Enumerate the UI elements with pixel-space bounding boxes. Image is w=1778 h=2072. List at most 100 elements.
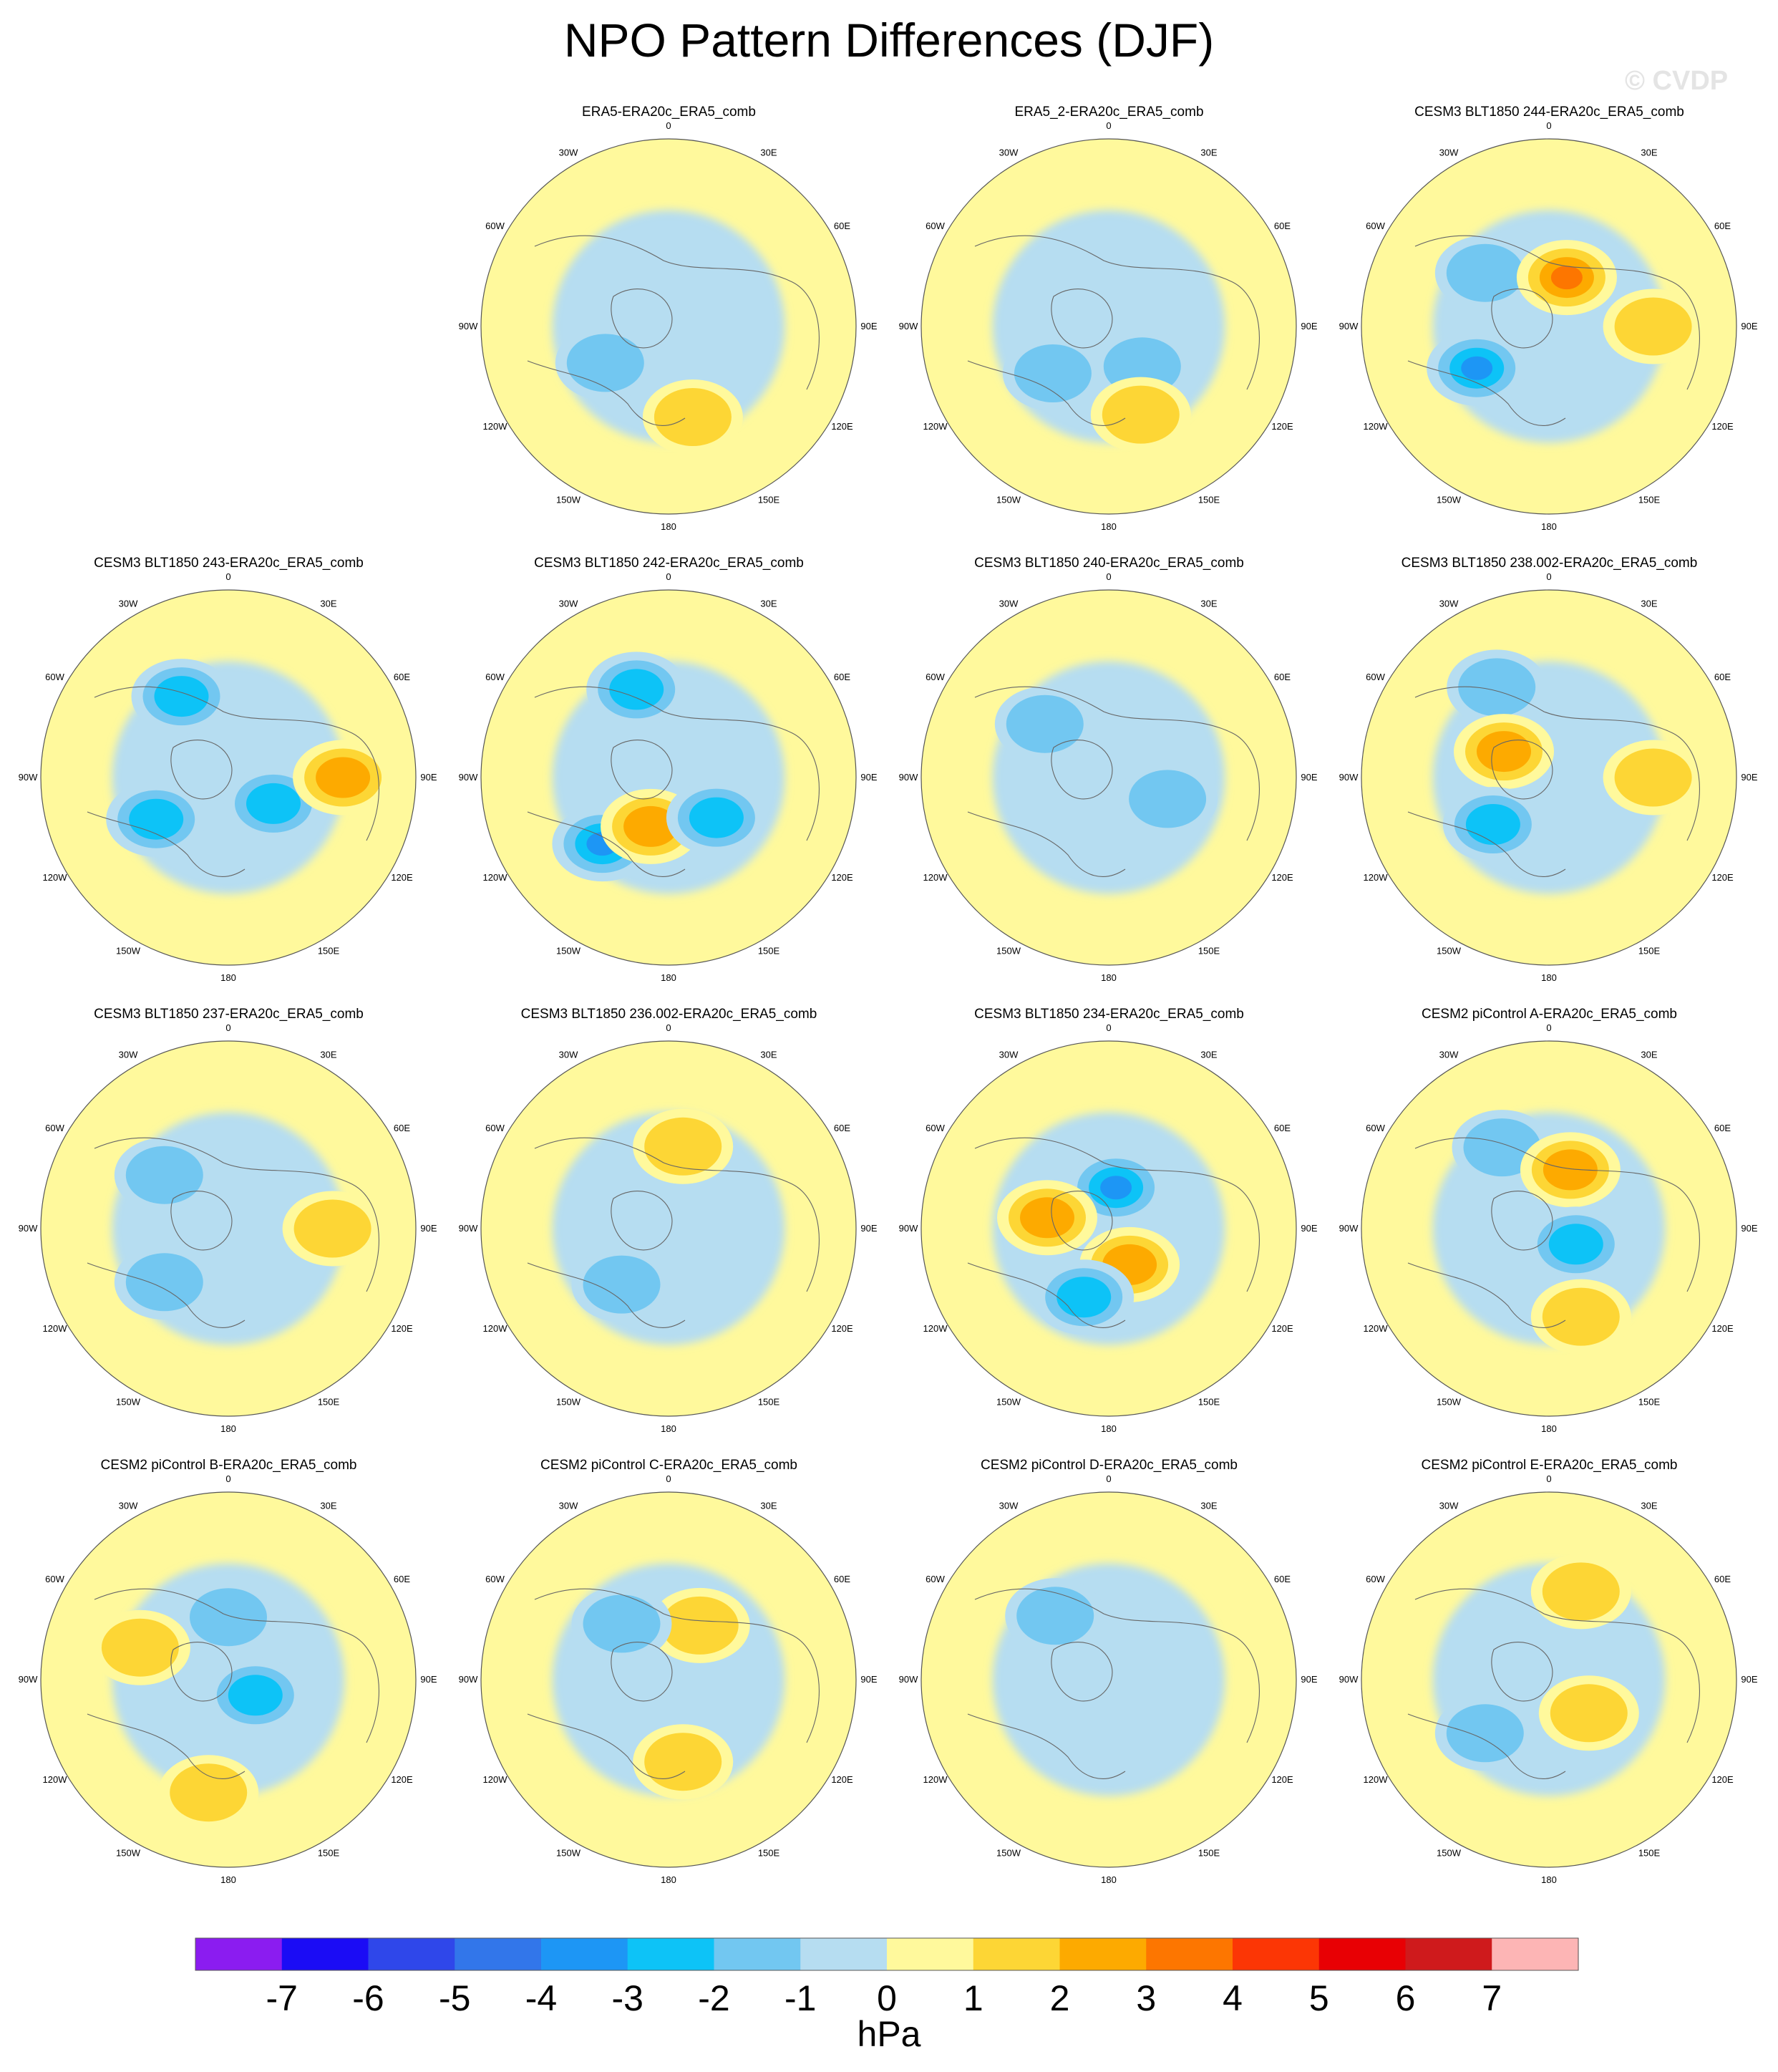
longitude-label: 30E (1641, 599, 1657, 609)
longitude-label: 0 (666, 571, 671, 582)
panel-title: CESM2 piControl E-ERA20c_ERA5_comb (1421, 1458, 1678, 1473)
longitude-label: 150E (1198, 1397, 1220, 1408)
map-boundary (1361, 1491, 1737, 1868)
longitude-label: 150W (116, 1848, 141, 1859)
longitude-label: 180 (1101, 972, 1117, 983)
longitude-label: 60W (485, 1574, 505, 1584)
longitude-label: 0 (666, 120, 671, 131)
longitude-label: 120W (923, 1774, 948, 1785)
coastline (87, 811, 246, 877)
longitude-label: 90E (1301, 772, 1317, 783)
polar-map: 180 150E 120E 90E 60E 30E 0 30W 60W 90W 120W 150W (1339, 1473, 1758, 1885)
anomaly-contour (228, 1675, 283, 1716)
longitude-label: 90E (1741, 772, 1757, 783)
colorbar-swatch (368, 1938, 455, 1970)
longitude-label: 120E (1271, 1323, 1293, 1334)
map-panel: CESM3 BLT1850 243-ERA20c_ERA5_comb 180 150… (9, 556, 449, 1007)
longitude-label: 0 (1106, 120, 1111, 131)
longitude-label: 30E (760, 1501, 777, 1511)
longitude-label: 90W (1339, 1674, 1359, 1685)
longitude-label: 60W (926, 221, 945, 231)
coastline (611, 740, 673, 800)
coastline (967, 1713, 1126, 1779)
panel-title: CESM3 BLT1850 240-ERA20c_ERA5_comb (974, 556, 1244, 571)
longitude-label: 90W (19, 772, 38, 783)
anomaly-contour (1056, 1277, 1112, 1318)
anomaly-contour (644, 1733, 722, 1791)
longitude-label: 120W (483, 421, 508, 432)
longitude-label: 180 (1541, 1423, 1557, 1434)
longitude-label: 120E (831, 872, 853, 883)
colorbar-tick-label: -7 (266, 1978, 298, 2018)
longitude-label: 180 (1541, 1874, 1557, 1885)
panel-title: CESM2 piControl C-ERA20c_ERA5_comb (540, 1458, 798, 1473)
longitude-label: 30W (119, 1501, 138, 1511)
longitude-label: 180 (661, 972, 676, 983)
colorbar-swatch (1146, 1938, 1233, 1970)
longitude-label: 90E (420, 1674, 437, 1685)
longitude-label: 150W (556, 1848, 581, 1859)
colorbar-swatch (1233, 1938, 1320, 1970)
longitude-label: 150W (1437, 1848, 1462, 1859)
polar-map: 180 150E 120E 90E 60E 30E 0 30W 60W 90W 120W 150W (19, 1022, 437, 1434)
colorbar-border (195, 1937, 1579, 1971)
anomaly-contour (246, 783, 301, 824)
map-panel: CESM3 BLT1850 242-ERA20c_ERA5_comb 180 150… (449, 556, 889, 1007)
longitude-label: 90E (1741, 1223, 1757, 1234)
coastline (1491, 289, 1553, 349)
longitude-label: 0 (1546, 1022, 1551, 1033)
longitude-label: 150E (1638, 495, 1661, 505)
colorbar-tick-label: 5 (1308, 1978, 1329, 2018)
longitude-label: 30W (559, 1501, 578, 1511)
longitude-label: 90W (899, 1223, 918, 1234)
map-boundary (480, 138, 857, 515)
anomaly-contour (583, 1594, 661, 1653)
panel-title: ERA5_2-ERA20c_ERA5_comb (1014, 105, 1204, 120)
coastline (1407, 1262, 1566, 1328)
longitude-label: 30E (1200, 1501, 1217, 1511)
anomaly-contour (1006, 694, 1084, 753)
longitude-label: 60W (1366, 1123, 1385, 1133)
coastline (527, 360, 686, 426)
panel-title: CESM3 BLT1850 243-ERA20c_ERA5_comb (94, 556, 364, 571)
longitude-label: 150E (1638, 1397, 1661, 1408)
anomaly-contour (654, 388, 732, 446)
anomaly-contour (154, 676, 209, 717)
longitude-label: 30E (1200, 147, 1217, 158)
anomaly-contour (661, 1596, 739, 1655)
longitude-label: 30E (320, 599, 336, 609)
colorbar-swatch (195, 1938, 283, 1970)
polar-map: 180 150E 120E 90E 60E 30E 0 30W 60W 90W 120W 150W (459, 1473, 878, 1885)
longitude-label: 60E (394, 1574, 410, 1584)
longitude-label: 90E (420, 772, 437, 783)
colorbar-swatch (1059, 1938, 1147, 1970)
polar-map: 180 150E 120E 90E 60E 30E 0 30W 60W 90W 120W 150W (899, 1022, 1318, 1434)
longitude-label: 120W (1364, 1774, 1389, 1785)
longitude-label: 180 (1101, 521, 1117, 532)
longitude-label: 0 (1106, 1022, 1111, 1033)
coastline (1414, 235, 1700, 390)
map-panel: CESM3 BLT1850 234-ERA20c_ERA5_comb 180 150… (889, 1007, 1329, 1458)
longitude-label: 150E (318, 1848, 340, 1859)
longitude-label: 60E (1714, 1574, 1731, 1584)
coastline (1051, 1642, 1113, 1702)
longitude-label: 60E (834, 1123, 850, 1133)
coastline (967, 811, 1126, 877)
map-boundary (1361, 138, 1737, 515)
longitude-label: 60W (45, 672, 64, 682)
coastline (534, 1137, 820, 1292)
longitude-label: 120E (1271, 872, 1293, 883)
longitude-label: 60W (1366, 672, 1385, 682)
panel-title: CESM2 piControl D-ERA20c_ERA5_comb (980, 1458, 1238, 1473)
map-panel: CESM2 piControl C-ERA20c_ERA5_comb 180 150… (449, 1458, 889, 1909)
coastline (527, 811, 686, 877)
colorbar (195, 1937, 1579, 1971)
anomaly-contour (190, 1588, 267, 1647)
longitude-label: 150W (996, 946, 1021, 957)
colorbar-swatch (973, 1938, 1061, 1970)
coastline (974, 1137, 1260, 1292)
longitude-label: 0 (1546, 571, 1551, 582)
longitude-label: 90W (1339, 1223, 1359, 1234)
longitude-label: 120E (1271, 1774, 1293, 1785)
longitude-label: 180 (661, 1423, 676, 1434)
